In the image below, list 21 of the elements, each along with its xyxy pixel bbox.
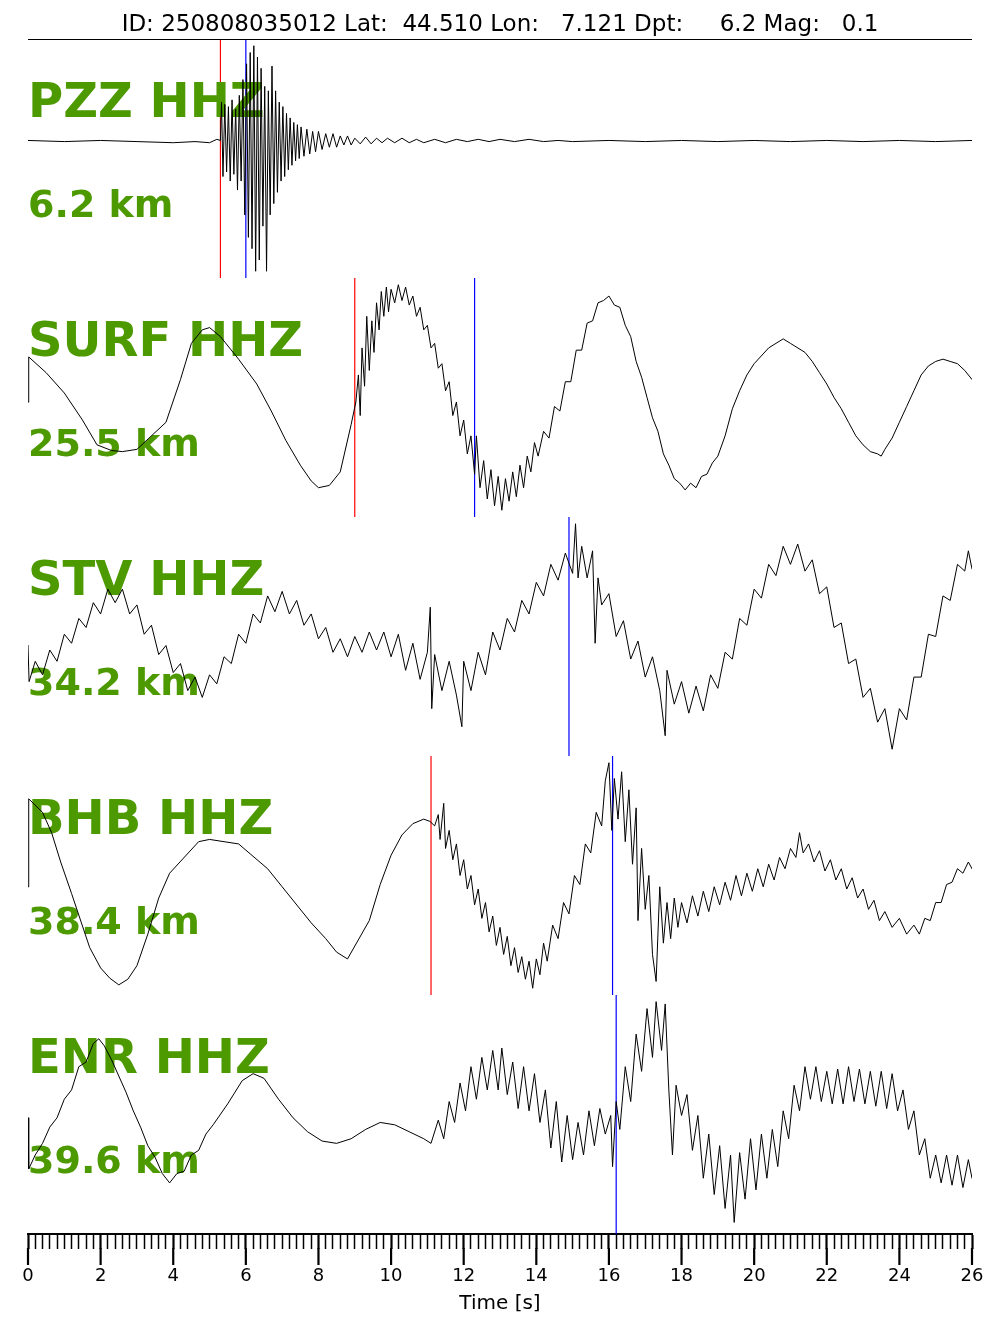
x-tick-label: 12 [452,1264,476,1286]
x-tick-label: 14 [524,1264,548,1286]
text: 34.2 km [28,660,200,704]
x-tick-label: 18 [670,1264,693,1286]
x-tick-label: 16 [597,1264,621,1286]
text: 6.2 km [28,182,174,226]
text: STV HHZ [28,550,265,606]
x-tick-label: 4 [167,1264,179,1286]
x-tick-label: 10 [379,1264,403,1286]
x-tick-label: 20 [742,1264,766,1286]
x-axis-title: Time [s] [458,1290,541,1315]
x-tick-label: 8 [312,1264,325,1286]
x-tick-label: 2 [94,1264,107,1286]
text: 38.4 km [28,899,200,943]
x-tick-label: 0 [22,1264,34,1286]
x-tick-label: 26 [960,1264,984,1286]
x-tick-label: 22 [815,1264,839,1286]
x-tick-label: 6 [240,1264,252,1286]
text: 25.5 km [28,421,200,465]
x-tick-label: 24 [887,1264,911,1286]
text: ID: 250808035012 Lat: 44.510 Lon: 7.121 Dpt: 6.2 Mag: 0.1 [121,10,879,36]
